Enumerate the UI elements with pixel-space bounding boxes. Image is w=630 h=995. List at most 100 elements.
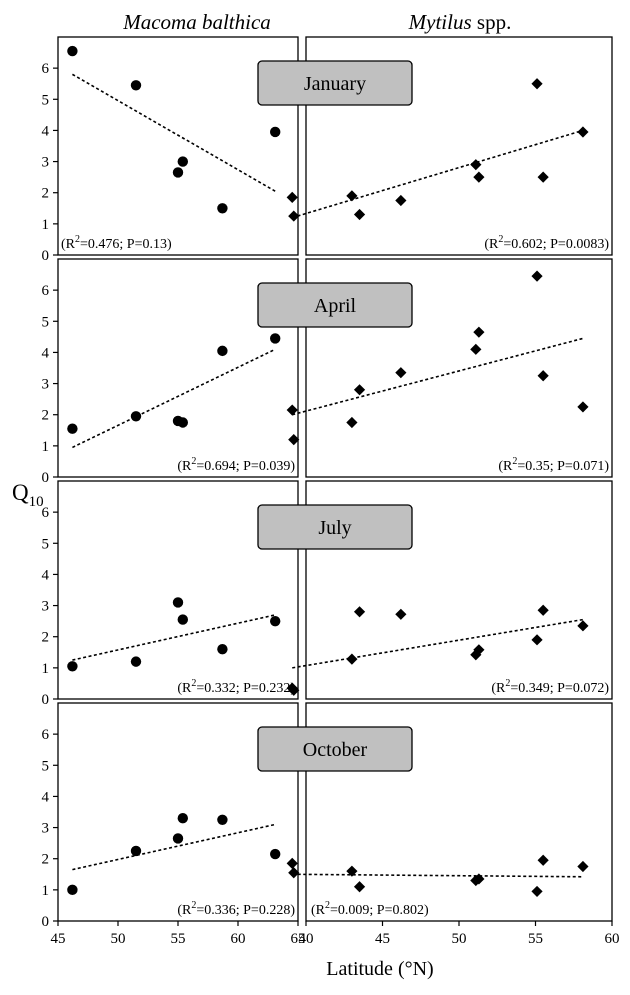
- trend-line: [72, 73, 276, 192]
- stats-annotation: (R2=0.476; P=0.13): [61, 234, 172, 252]
- data-point: [537, 854, 549, 866]
- panel-frame: [305, 258, 613, 478]
- month-label: January: [304, 73, 366, 95]
- data-point: [473, 644, 485, 656]
- data-point: [353, 208, 366, 221]
- y-tick-label: 2: [42, 408, 50, 424]
- data-point: [346, 190, 358, 202]
- trend-line: [72, 348, 276, 449]
- y-tick-label: 5: [42, 536, 50, 552]
- data-point: [473, 171, 485, 183]
- data-point: [577, 126, 589, 138]
- data-point: [531, 78, 543, 90]
- panel-october-mytilus: 40 45 50 55 60 (R2=0.009; P=0.802) October: [257, 702, 620, 947]
- x-tick-label: 50: [111, 931, 126, 947]
- panel-frame: [305, 480, 613, 700]
- data-point: [288, 867, 300, 879]
- data-point: [353, 384, 366, 396]
- month-label-box: [257, 60, 413, 106]
- data-point: [537, 370, 549, 382]
- x-tick-label: 60: [605, 931, 620, 947]
- data-point: [346, 416, 358, 429]
- stats-annotation: (R2=0.602; P=0.0083): [484, 234, 609, 252]
- month-label: October: [303, 739, 368, 761]
- data-point: [353, 881, 366, 893]
- data-point: [217, 345, 228, 357]
- y-tick-label: 4: [42, 789, 50, 805]
- data-point: [172, 833, 184, 844]
- data-point: [286, 191, 298, 203]
- data-point: [531, 270, 543, 282]
- data-point: [286, 404, 298, 416]
- y-tick-label: 2: [42, 630, 50, 646]
- month-label: July: [318, 517, 351, 539]
- x-tick-label: 55: [528, 931, 543, 947]
- trend-line: [72, 823, 276, 871]
- y-tick-label: 2: [42, 852, 50, 868]
- data-point: [577, 860, 589, 873]
- data-point: [288, 434, 300, 446]
- data-point: [67, 884, 78, 896]
- panel-april-macoma: 0 1 2 3 4 5 6 (R2=0.694; P=0.039): [42, 258, 299, 486]
- panel-grid: 0 1 2 3 4 5 6 (R2=0.476; P=0.13) (R2=0.602; P=0.…: [42, 36, 620, 947]
- data-point: [217, 203, 228, 214]
- stats-annotation: (R2=0.35; P=0.071): [498, 456, 609, 474]
- data-point: [395, 194, 407, 207]
- trend-line: [292, 129, 584, 219]
- y-tick-label: 5: [42, 758, 50, 774]
- trend-line: [292, 337, 584, 416]
- data-point: [473, 326, 485, 338]
- data-point: [346, 653, 358, 665]
- stats-annotation: (R2=0.336; P=0.228): [177, 900, 295, 918]
- y-tick-label: 0: [42, 914, 50, 930]
- y-tick-label: 4: [42, 345, 50, 361]
- data-point: [130, 411, 142, 422]
- data-point: [470, 649, 482, 661]
- panel-january-mytilus: (R2=0.602; P=0.0083) January: [257, 36, 613, 256]
- data-point: [217, 643, 228, 655]
- trend-line: [72, 614, 276, 661]
- y-tick-label: 0: [42, 470, 50, 486]
- data-point: [288, 210, 300, 222]
- data-point: [177, 614, 188, 625]
- y-tick-label: 6: [42, 61, 50, 77]
- y-tick-label: 1: [42, 883, 50, 899]
- y-tick-label: 6: [42, 283, 50, 299]
- data-point: [177, 813, 188, 824]
- data-point: [270, 126, 281, 138]
- x-tick-label: 55: [171, 931, 186, 947]
- data-point: [473, 873, 485, 885]
- x-tick-label: 65: [291, 931, 306, 947]
- month-label: April: [314, 295, 357, 317]
- data-point: [470, 159, 482, 171]
- y-tick-label: 1: [42, 217, 50, 233]
- panel-april-mytilus: (R2=0.35; P=0.071) April: [257, 258, 613, 478]
- data-point: [288, 684, 300, 696]
- y-tick-label: 3: [42, 821, 50, 837]
- y-tick-label: 0: [42, 692, 50, 708]
- data-point: [353, 606, 366, 618]
- trend-line: [292, 618, 584, 669]
- data-point: [270, 615, 281, 627]
- data-point: [270, 333, 281, 344]
- x-axis-label: Latitude (°N): [326, 958, 433, 980]
- data-point: [67, 423, 78, 434]
- y-tick-label: 2: [42, 186, 50, 202]
- column-header-macoma: Macoma balthica: [122, 10, 271, 34]
- panel-january-macoma: 0 1 2 3 4 5 6 (R2=0.476; P=0.13): [42, 36, 299, 264]
- data-point: [577, 401, 589, 413]
- panel-frame: [305, 36, 613, 256]
- data-point: [130, 845, 142, 857]
- y-tick-label: 3: [42, 155, 50, 171]
- data-point: [67, 45, 78, 57]
- column-header-mytilus: Mytilus spp.: [408, 10, 512, 34]
- panel-frame: [57, 36, 299, 256]
- y-tick-label: 1: [42, 439, 50, 455]
- data-point: [470, 343, 482, 355]
- data-point: [531, 634, 543, 646]
- data-point: [130, 656, 142, 667]
- data-point: [346, 865, 358, 877]
- stats-annotation: (R2=0.349; P=0.072): [491, 678, 609, 696]
- y-tick-label: 1: [42, 661, 50, 677]
